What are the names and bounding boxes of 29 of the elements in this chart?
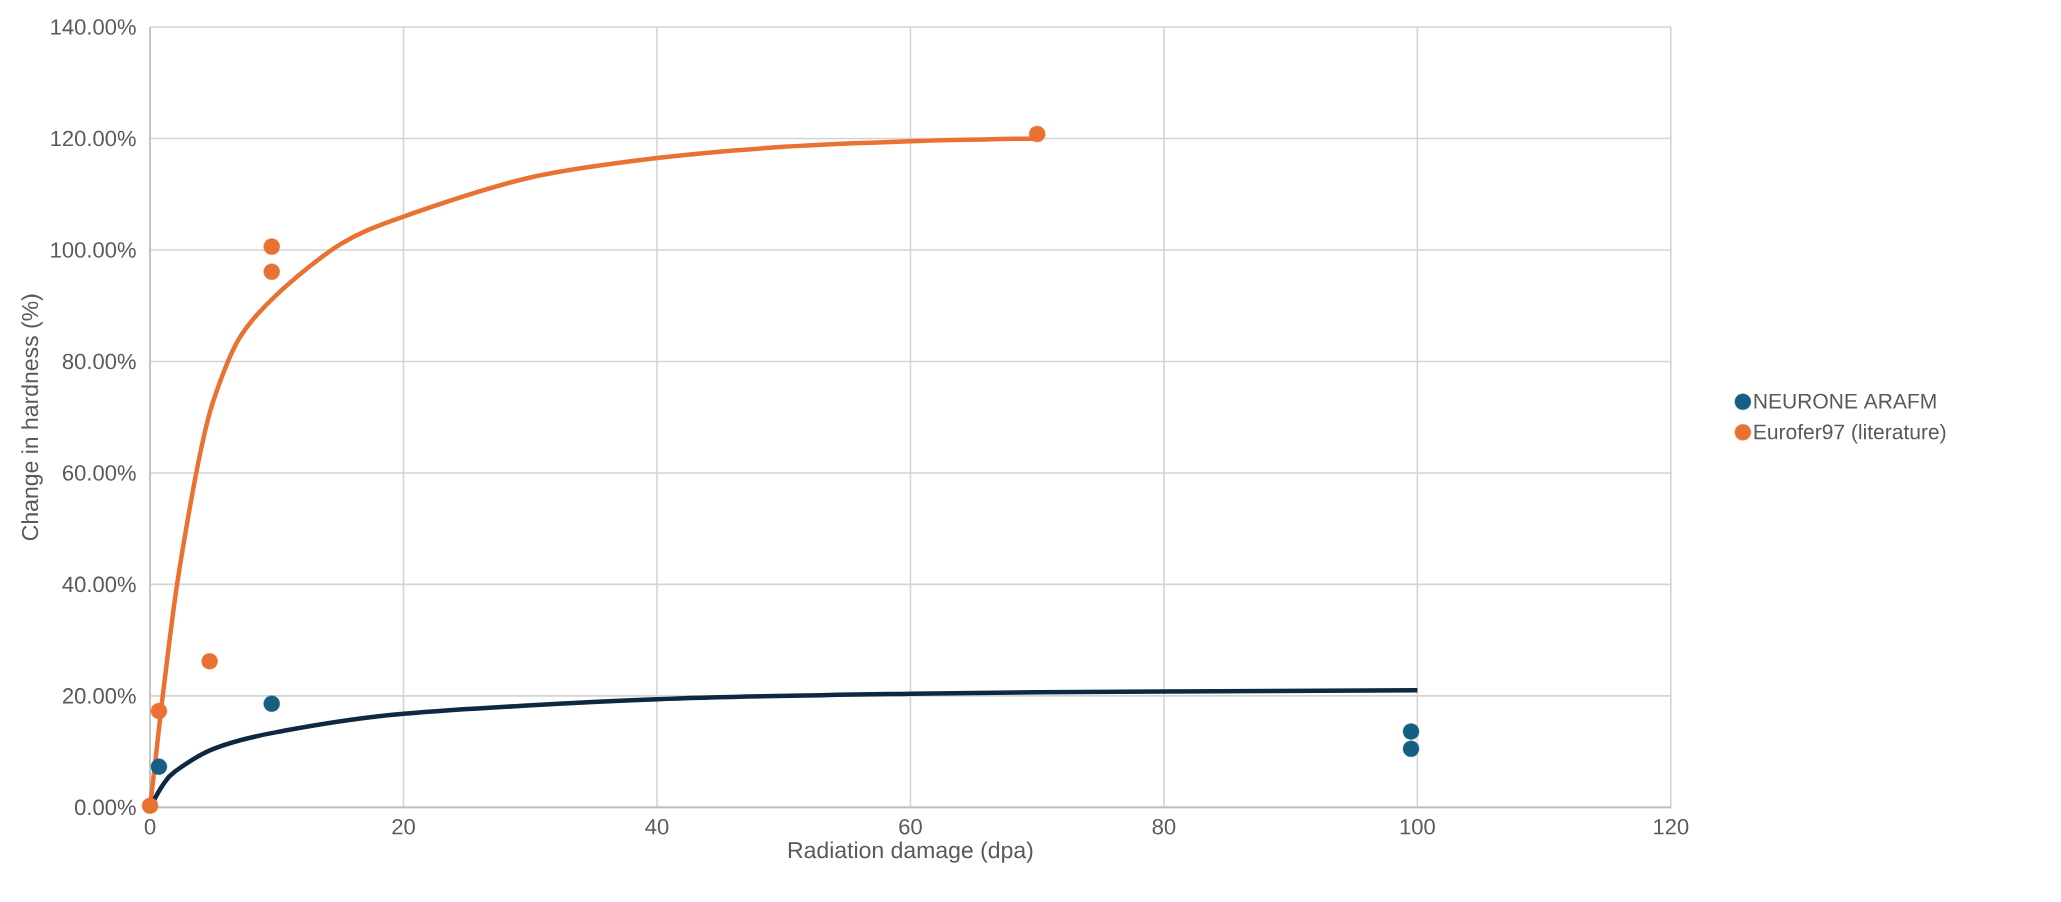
point [1402, 723, 1420, 740]
y-tick-label: 20.00% [63, 687, 136, 704]
x-tick-label: 40 [645, 818, 669, 835]
y-tick-label: 140.00% [51, 18, 136, 35]
x-axis-title: Radiation damage (dpa) [788, 841, 1033, 863]
x-tick-label: 0 [144, 818, 156, 835]
x-tick-label: 120 [1654, 818, 1689, 835]
y-tick-label: 100.00% [51, 241, 136, 258]
legend-label: NEURONE ARAFM [1754, 393, 1936, 409]
y-tick-label: 0.00% [74, 799, 136, 815]
point [263, 263, 280, 280]
point [201, 652, 218, 670]
x-tick-label: 20 [392, 818, 415, 835]
point [1402, 740, 1420, 757]
point [150, 702, 168, 719]
x-tick-label: 60 [899, 818, 922, 835]
point [1028, 125, 1046, 143]
y-tick-label: 120.00% [51, 130, 136, 147]
point [150, 758, 168, 775]
y-tick-label: 40.00% [62, 576, 136, 592]
x-tick-label: 100 [1400, 818, 1435, 835]
legend-label: Eurofer97 (literature) [1754, 423, 1946, 444]
y-tick-label: 80.00% [62, 353, 136, 370]
point [141, 797, 159, 814]
point [263, 695, 280, 712]
point [263, 238, 280, 255]
y-axis-title: Change in hardness (%) [21, 294, 43, 540]
y-tick-label: 60.00% [63, 464, 136, 481]
x-tick-label: 80 [1152, 818, 1176, 835]
